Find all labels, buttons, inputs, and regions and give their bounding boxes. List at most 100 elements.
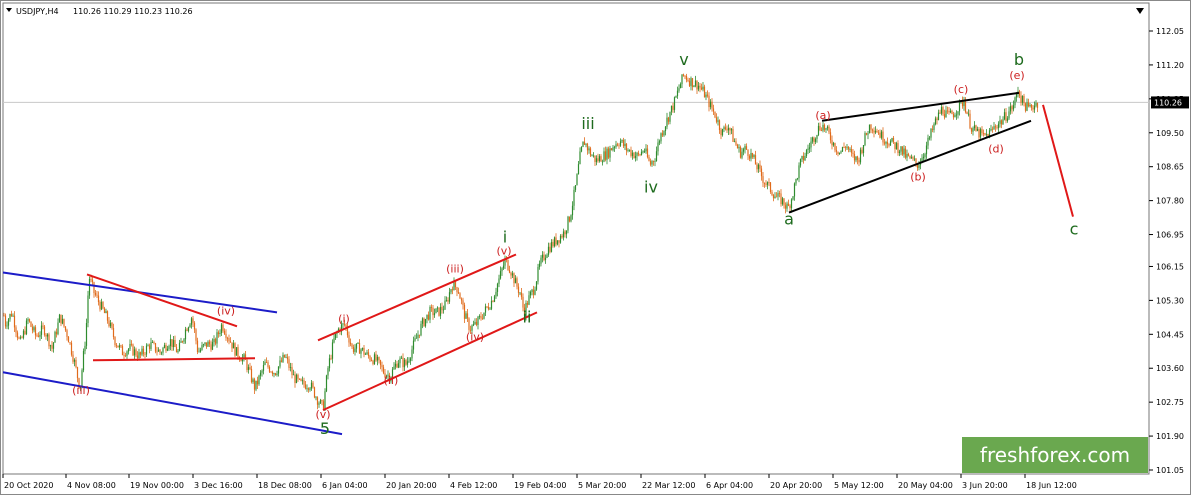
candle [156,346,158,356]
candle [406,357,409,368]
candle [1023,93,1025,107]
candle [427,311,430,321]
candle [777,190,779,201]
candle [469,325,472,335]
wave-label-minor: (iii) [72,384,90,397]
candle [498,274,500,288]
candle [579,147,581,165]
candle [924,152,926,161]
candle [975,124,977,132]
candle [283,354,286,358]
candle [562,228,565,241]
candle [318,401,320,408]
y-tick-label: 107.80 [1156,197,1184,206]
candle [724,123,727,131]
candle [280,357,283,363]
candle [133,346,136,360]
candle [883,138,886,146]
candle [348,331,350,347]
candle [598,154,601,163]
candle [858,157,860,167]
candle [885,140,887,149]
candle [849,147,851,153]
candle [729,127,731,135]
candle [664,126,667,136]
candle [76,366,79,383]
candle [697,81,700,92]
forecast-line [1042,104,1074,217]
x-tick-label: 5 May 12:00 [834,481,884,490]
candle [313,386,316,399]
candle [81,368,83,389]
candle [112,323,115,340]
candle [234,342,236,358]
candle [447,297,449,305]
wave-label-minor: (iv) [217,304,235,317]
candle [528,290,530,306]
candle [564,229,566,238]
x-tick-label: 20 Oct 2020 [4,481,53,490]
candle [847,146,850,153]
candle [675,95,677,98]
candle [673,96,676,113]
candle [868,124,871,134]
candle [331,339,334,364]
candle [762,172,764,187]
candle [103,306,106,314]
candle [3,312,5,317]
candle [78,377,80,390]
candle [66,328,68,341]
candle [270,370,272,373]
wave-label-major: iii [581,114,594,133]
wave-label-minor: (ii) [384,374,399,387]
candle [1036,102,1039,113]
candle [705,91,707,101]
candle [309,386,311,392]
candle [160,351,163,356]
red-channel-line [317,253,517,342]
candle [207,340,209,347]
candle [49,344,52,352]
candle [573,186,575,211]
candle [754,150,757,165]
candle [397,359,400,369]
candle [33,325,35,333]
current-price-box [1151,96,1189,109]
candle [249,362,251,371]
candle [1014,96,1016,109]
candle [594,155,596,167]
candle [219,329,221,337]
wave-label-minor: (i) [338,312,350,325]
candle [222,322,224,333]
y-tick-label: 105.30 [1156,296,1184,305]
candle [369,354,371,363]
candle [168,344,170,351]
candle [34,325,37,340]
candle [1033,101,1036,113]
candle [822,121,824,133]
wave-label-major: 5 [320,419,330,438]
watermark-text: freshforex.com [980,443,1130,467]
chart-options-icon[interactable] [1136,8,1144,14]
candle [756,162,758,173]
candle [592,152,595,158]
candle [118,343,121,350]
wave-label-minor: (v) [315,408,330,421]
candle [511,270,514,278]
candle [174,335,176,348]
candle [382,364,385,375]
candle [874,126,877,135]
dropdown-triangle-icon[interactable] [6,8,12,12]
candle [73,358,76,367]
candle [568,216,571,223]
candle [399,356,401,368]
candle [45,333,47,340]
candle [297,373,299,382]
candle [261,369,263,377]
candle [991,126,994,133]
y-tick-label: 102.75 [1156,398,1184,407]
candle [115,343,118,349]
candle [120,344,122,349]
x-tick-label: 18 Dec 08:00 [258,481,312,490]
candle [913,155,916,162]
